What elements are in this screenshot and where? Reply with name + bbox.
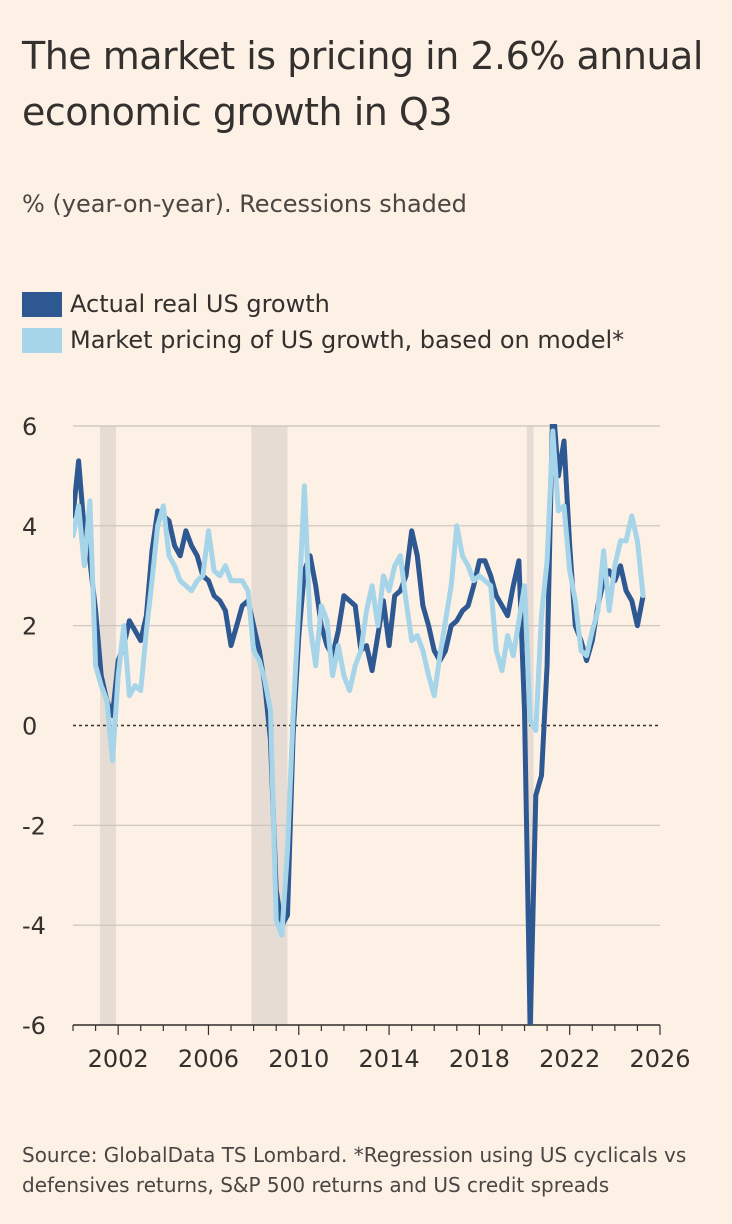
x-tick-label: 2026: [629, 1045, 690, 1073]
series-lines: [73, 424, 646, 1025]
y-tick-label: -6: [22, 1012, 46, 1040]
x-tick-label: 2010: [268, 1045, 329, 1073]
y-tick-label: -2: [22, 812, 46, 840]
legend-label-actual: Actual real US growth: [70, 290, 330, 318]
y-tick-label: 4: [22, 513, 37, 541]
x-axis: 2002 2006 2010 2014 2018 2022 2026: [72, 1024, 691, 1073]
chart-legend: Actual real US growth Market pricing of …: [22, 286, 624, 358]
line-chart: 6 4 2 0 -2 -4 -6 2002 2006 2010 2014 2018 2022 2026: [22, 413, 691, 1073]
x-tick-label: 2014: [359, 1045, 420, 1073]
series-line-market: [73, 428, 646, 938]
legend-label-market: Market pricing of US growth, based on mo…: [70, 326, 625, 354]
chart-title: The market is pricing in 2.6% annual eco…: [22, 34, 703, 134]
legend-item-actual: Actual real US growth: [22, 286, 624, 322]
y-tick-label: 2: [22, 613, 37, 641]
source-note: Source: GlobalData TS Lombard. *Regressi…: [22, 1143, 687, 1197]
legend-item-market: Market pricing of US growth, based on mo…: [22, 322, 624, 358]
y-tick-label: 0: [22, 713, 37, 741]
x-tick-label: 2002: [88, 1045, 149, 1073]
x-tick-label: 2018: [449, 1045, 510, 1073]
legend-swatch-actual: [22, 291, 62, 317]
y-tick-label: -4: [22, 912, 46, 940]
series-line-actual: [73, 424, 646, 1025]
legend-swatch-market: [22, 327, 62, 353]
y-axis-tick-labels: 6 4 2 0 -2 -4 -6: [22, 413, 46, 1040]
chart-subtitle: % (year-on-year). Recessions shaded: [22, 190, 467, 218]
y-tick-label: 6: [22, 413, 37, 441]
x-tick-label: 2006: [178, 1045, 239, 1073]
x-tick-label: 2022: [539, 1045, 600, 1073]
